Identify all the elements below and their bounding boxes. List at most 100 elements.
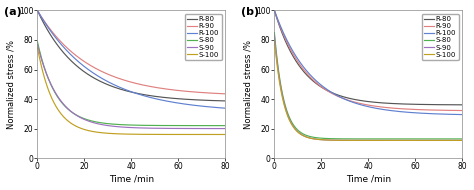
S-100 bbox=[302, 135, 308, 138]
S-80 bbox=[39, 58, 45, 60]
Line: S-100: S-100 bbox=[37, 47, 225, 135]
R-100 bbox=[274, 17, 280, 19]
S-80 bbox=[348, 138, 354, 140]
R-90 bbox=[195, 91, 201, 93]
S-90 bbox=[432, 139, 438, 142]
R-80 bbox=[408, 103, 413, 105]
R-100 bbox=[65, 51, 71, 53]
Line: R-80: R-80 bbox=[37, 10, 225, 101]
Line: R-90: R-90 bbox=[37, 10, 225, 94]
R-100 bbox=[37, 14, 43, 16]
R-100 bbox=[171, 101, 176, 103]
S-90 bbox=[65, 108, 71, 110]
R-100 bbox=[348, 101, 354, 103]
R-80 bbox=[37, 15, 43, 17]
Line: S-100: S-100 bbox=[274, 40, 462, 140]
S-80 bbox=[65, 108, 71, 110]
R-90 bbox=[432, 109, 438, 111]
S-100 bbox=[276, 76, 282, 78]
R-100 bbox=[408, 111, 413, 114]
S-80 bbox=[276, 71, 282, 73]
R-80 bbox=[39, 18, 45, 21]
S-100 bbox=[111, 133, 117, 135]
Line: S-90: S-90 bbox=[274, 36, 462, 140]
S-80 bbox=[195, 124, 201, 127]
S-80 bbox=[35, 40, 40, 43]
R-100 bbox=[432, 113, 438, 115]
S-100 bbox=[65, 120, 71, 122]
R-80 bbox=[171, 97, 176, 100]
R-80 bbox=[111, 86, 117, 88]
Line: S-90: S-90 bbox=[37, 44, 225, 129]
R-100 bbox=[195, 105, 201, 107]
S-100 bbox=[432, 139, 438, 142]
R-90 bbox=[171, 89, 176, 91]
R-80 bbox=[432, 104, 438, 106]
S-90 bbox=[111, 125, 117, 127]
S-80 bbox=[432, 138, 438, 140]
Line: S-80: S-80 bbox=[274, 33, 462, 139]
R-90 bbox=[39, 16, 45, 18]
S-90 bbox=[274, 61, 280, 64]
R-90 bbox=[272, 9, 277, 12]
R-90 bbox=[459, 109, 465, 112]
R-100 bbox=[39, 17, 45, 19]
R-100 bbox=[459, 113, 465, 116]
R-100 bbox=[302, 67, 308, 70]
R-80 bbox=[348, 98, 354, 100]
Y-axis label: Normalized stress /%: Normalized stress /% bbox=[244, 40, 253, 129]
Line: R-90: R-90 bbox=[274, 10, 462, 111]
R-80 bbox=[276, 23, 282, 25]
Line: R-80: R-80 bbox=[274, 10, 462, 105]
X-axis label: Time /min: Time /min bbox=[346, 174, 391, 183]
R-100 bbox=[272, 9, 277, 12]
S-80 bbox=[111, 123, 117, 125]
R-90 bbox=[408, 108, 413, 110]
Line: S-80: S-80 bbox=[37, 41, 225, 126]
S-100 bbox=[195, 133, 201, 136]
R-100 bbox=[222, 107, 228, 109]
S-90 bbox=[459, 139, 465, 142]
R-80 bbox=[195, 99, 201, 101]
R-90 bbox=[37, 14, 43, 16]
S-90 bbox=[272, 34, 277, 37]
R-100 bbox=[276, 21, 282, 23]
Text: (b): (b) bbox=[241, 7, 259, 17]
S-80 bbox=[272, 32, 277, 34]
S-90 bbox=[302, 135, 308, 137]
S-90 bbox=[195, 127, 201, 130]
S-100 bbox=[408, 139, 413, 142]
R-90 bbox=[222, 93, 228, 95]
R-80 bbox=[459, 104, 465, 106]
R-90 bbox=[276, 22, 282, 24]
S-100 bbox=[37, 60, 43, 62]
S-90 bbox=[39, 59, 45, 61]
S-90 bbox=[171, 127, 176, 130]
Line: R-100: R-100 bbox=[37, 10, 225, 108]
R-100 bbox=[111, 84, 117, 86]
S-100 bbox=[171, 133, 176, 136]
R-80 bbox=[272, 9, 277, 12]
R-80 bbox=[65, 56, 71, 59]
S-100 bbox=[272, 39, 277, 41]
R-80 bbox=[302, 72, 308, 74]
R-80 bbox=[274, 18, 280, 21]
S-90 bbox=[37, 54, 43, 56]
S-100 bbox=[35, 46, 40, 48]
S-80 bbox=[459, 138, 465, 140]
S-100 bbox=[274, 65, 280, 67]
S-100 bbox=[222, 133, 228, 136]
S-80 bbox=[37, 52, 43, 54]
S-80 bbox=[222, 124, 228, 127]
S-90 bbox=[348, 139, 354, 142]
X-axis label: Time /min: Time /min bbox=[109, 174, 154, 183]
S-80 bbox=[408, 138, 413, 140]
R-90 bbox=[348, 100, 354, 102]
R-90 bbox=[35, 9, 40, 12]
Legend: R-80, R-90, R-100, S-80, S-90, S-100: R-80, R-90, R-100, S-80, S-90, S-100 bbox=[184, 14, 222, 60]
Line: R-100: R-100 bbox=[274, 10, 462, 115]
R-80 bbox=[222, 100, 228, 102]
S-100 bbox=[348, 139, 354, 142]
R-90 bbox=[302, 70, 308, 72]
S-90 bbox=[276, 73, 282, 75]
